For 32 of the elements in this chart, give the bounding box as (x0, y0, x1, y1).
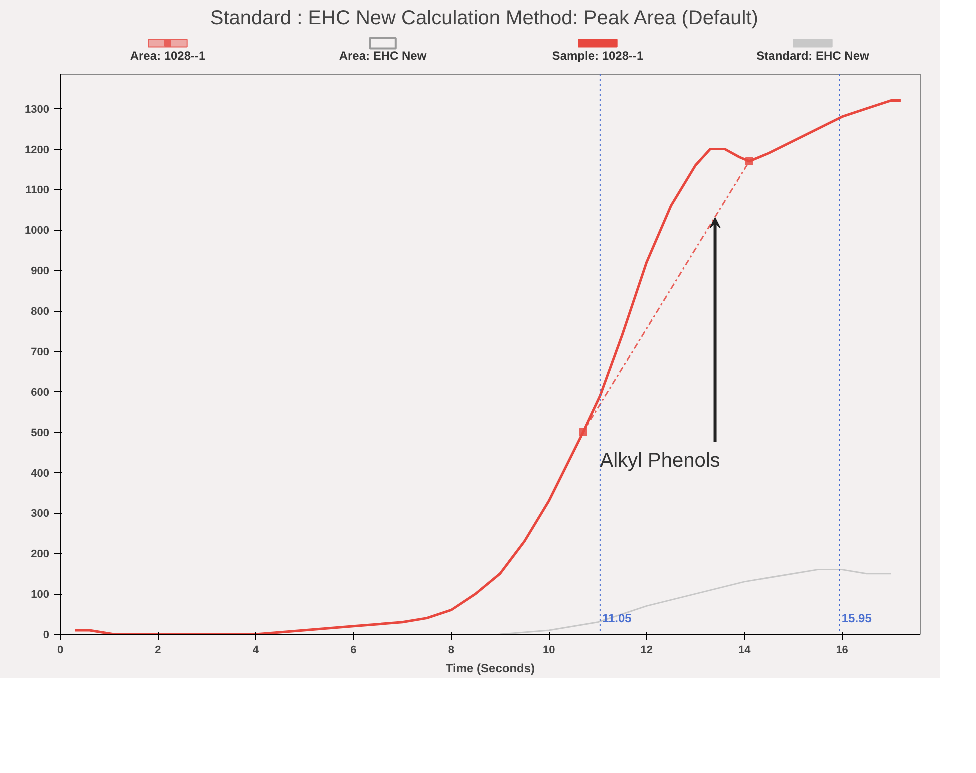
y-tick-label: 500 (31, 427, 50, 440)
y-tick-label: 300 (31, 508, 50, 520)
y-tick-label: 1000 (25, 225, 50, 238)
y-tick-label: 1200 (25, 144, 50, 156)
x-tick-label: 16 (836, 644, 848, 656)
y-tick-label: 400 (31, 468, 50, 480)
x-tick-label: 6 (350, 644, 357, 656)
y-tick-label: 100 (31, 589, 50, 602)
legend-label: Sample: 1028--1 (552, 49, 644, 63)
y-tick-label: 1300 (25, 104, 50, 116)
x-tick-label: 10 (543, 644, 556, 656)
legend-label: Area: EHC New (339, 49, 428, 63)
x-axis-title: Time (Seconds) (446, 662, 536, 676)
y-tick-label: 700 (31, 346, 50, 358)
y-tick-label: 900 (31, 266, 50, 278)
y-tick-label: 800 (31, 306, 50, 318)
x-tick-label: 8 (448, 644, 454, 656)
annotation: Alkyl Phenols (600, 450, 720, 472)
ref-line-label: 11.05 (602, 612, 632, 626)
x-tick-label: 14 (738, 644, 752, 656)
y-tick-label: 0 (43, 630, 50, 642)
x-tick-label: 2 (155, 644, 162, 656)
ref-line-label: 15.95 (842, 612, 872, 626)
legend-label: Area: 1028--1 (130, 49, 206, 63)
y-tick-label: 600 (31, 386, 50, 399)
legend-label: Standard: EHC New (756, 49, 870, 63)
y-tick-label: 1100 (26, 184, 50, 197)
x-tick-label: 12 (640, 644, 653, 656)
chart-title: Standard : EHC New Calculation Method: Peak Area (Default) (210, 8, 758, 30)
x-tick-label: 0 (57, 644, 64, 656)
x-tick-label: 4 (252, 644, 260, 656)
y-tick-label: 200 (31, 548, 50, 561)
